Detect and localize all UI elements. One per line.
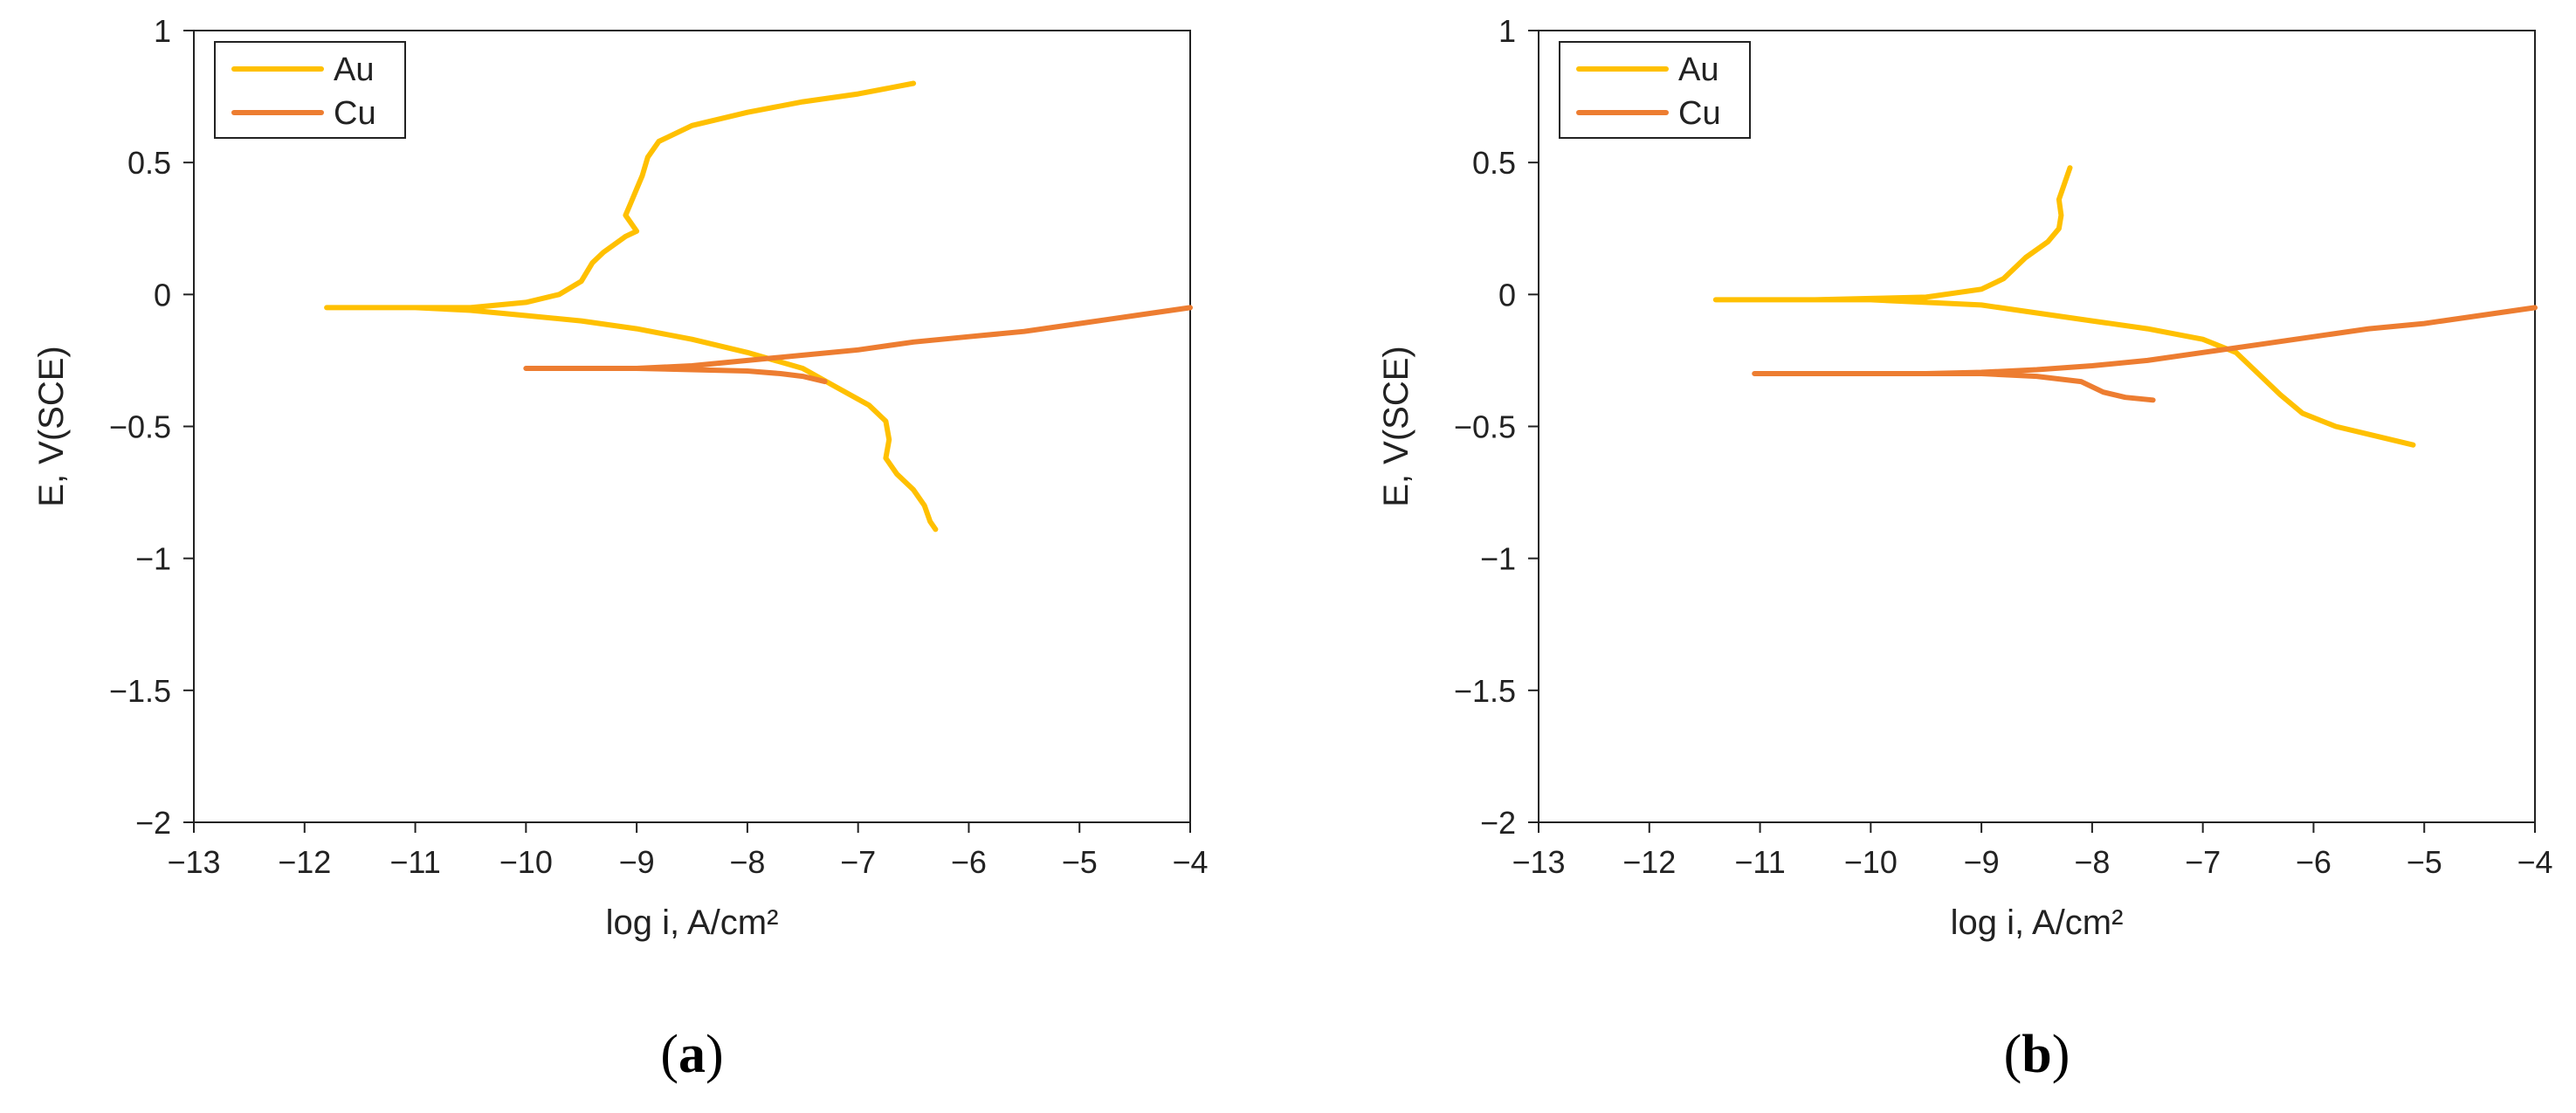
x-tick-label: −11 [1734, 844, 1785, 880]
series-line-au [324, 80, 939, 532]
y-tick-label: 0.5 [1472, 145, 1516, 181]
y-tick-label: 0 [154, 277, 171, 313]
x-tick-label: −12 [278, 844, 331, 880]
x-tick-label: −10 [499, 844, 553, 880]
chart-panel-b: −13 −12 −11 −10 −9 −8 −7 −6 −5 −4 1 0.5 0 −0.5 −1 −1.5 −… [1377, 13, 2553, 1084]
x-tick-label: −9 [1964, 844, 2000, 880]
x-tick-label: −13 [167, 844, 220, 880]
panel-label-letter: b [2022, 1025, 2051, 1084]
y-tick-label: −1 [1480, 541, 1516, 577]
x-axis-title: log i, A/cm² [1951, 903, 2124, 942]
x-tick-label: −8 [729, 844, 765, 880]
x-tick-label: −12 [1622, 844, 1676, 880]
x-tick-label: −10 [1844, 844, 1898, 880]
plot-frame [1538, 30, 2536, 823]
x-tick-label: −7 [840, 844, 876, 880]
y-tick-label: −1.5 [1454, 673, 1516, 709]
y-tick-label: 1 [154, 13, 171, 49]
panel-label-open: ( [660, 1025, 678, 1084]
x-tick-label: −9 [619, 844, 655, 880]
x-tick-label: −6 [2296, 844, 2331, 880]
plot-frame [193, 30, 1191, 823]
x-tick-label: −5 [2407, 844, 2442, 880]
y-tick-label: 0 [1498, 277, 1516, 313]
panel-label: (a) [660, 1025, 723, 1084]
y-tick-label: −2 [1480, 805, 1516, 841]
legend-label-au: Au [1678, 52, 1718, 88]
y-tick-label: −0.5 [109, 409, 171, 445]
y-tick-label: −0.5 [1454, 409, 1516, 445]
series-line-cu [523, 305, 1193, 385]
chart-panel-a: −13 −12 −11 −10 −9 −8 −7 −6 −5 −4 1 0.5 0 −0.5 −1 −1.5 −… [32, 13, 1209, 1084]
y-tick-label: 1 [1498, 13, 1516, 49]
panel-label-letter: a [678, 1025, 706, 1084]
x-tick-label: −4 [1172, 844, 1208, 880]
panel-label-close: ) [2052, 1025, 2070, 1084]
series-line-au [1712, 165, 2416, 448]
legend: Au Cu [1559, 41, 1751, 139]
x-axis-title: log i, A/cm² [606, 903, 779, 942]
legend-box [1559, 41, 1751, 139]
y-tick-label: −1 [135, 541, 171, 577]
y-tick-label: 0.5 [127, 145, 171, 181]
x-tick-label: −6 [951, 844, 987, 880]
x-tick-label: −5 [1062, 844, 1098, 880]
y-tick-label: −1.5 [109, 673, 171, 709]
legend-label-cu: Cu [1678, 95, 1721, 132]
x-tick-label: −7 [2185, 844, 2221, 880]
x-tick-label: −4 [2517, 844, 2552, 880]
x-tick-label: −13 [1512, 844, 1565, 880]
panel-label-close: ) [706, 1025, 724, 1084]
legend: Au Cu [214, 41, 406, 139]
y-axis-title: E, V(SCE) [1377, 346, 1415, 506]
panel-label-open: ( [2004, 1025, 2022, 1084]
legend-label-au: Au [334, 52, 374, 88]
y-axis-title: E, V(SCE) [32, 346, 71, 506]
legend-box [214, 41, 406, 139]
y-tick-label: −2 [135, 805, 171, 841]
x-tick-label: −8 [2074, 844, 2110, 880]
legend-label-cu: Cu [334, 95, 376, 132]
x-tick-label: −11 [389, 844, 440, 880]
series-line-cu [1752, 305, 2538, 403]
panel-label: (b) [2004, 1025, 2070, 1084]
